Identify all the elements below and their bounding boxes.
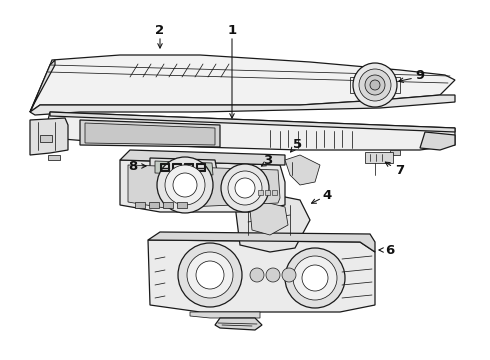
Text: 2: 2 xyxy=(155,23,165,36)
Polygon shape xyxy=(128,165,280,208)
Polygon shape xyxy=(215,318,262,330)
Polygon shape xyxy=(250,202,288,235)
Polygon shape xyxy=(30,60,55,112)
Polygon shape xyxy=(45,112,455,150)
Circle shape xyxy=(165,165,205,205)
Circle shape xyxy=(365,75,385,95)
Circle shape xyxy=(157,157,213,213)
Text: 1: 1 xyxy=(227,23,237,36)
Text: 9: 9 xyxy=(416,68,424,81)
Text: 7: 7 xyxy=(395,163,405,176)
Text: 8: 8 xyxy=(128,159,138,172)
Polygon shape xyxy=(235,192,310,252)
Bar xyxy=(265,190,270,195)
Bar xyxy=(258,190,263,195)
Text: 4: 4 xyxy=(322,189,332,202)
Polygon shape xyxy=(390,150,400,155)
Circle shape xyxy=(282,268,296,282)
Text: 6: 6 xyxy=(385,243,394,256)
Polygon shape xyxy=(30,118,68,155)
Polygon shape xyxy=(48,155,60,160)
Circle shape xyxy=(285,248,345,308)
Polygon shape xyxy=(40,135,52,142)
Circle shape xyxy=(370,80,380,90)
Circle shape xyxy=(302,265,328,291)
Bar xyxy=(163,202,173,208)
Polygon shape xyxy=(148,232,375,252)
Circle shape xyxy=(196,261,224,289)
Polygon shape xyxy=(80,120,220,147)
Polygon shape xyxy=(155,161,213,175)
Bar xyxy=(149,202,159,208)
Circle shape xyxy=(235,178,255,198)
Bar xyxy=(365,152,393,163)
Circle shape xyxy=(359,69,391,101)
Polygon shape xyxy=(420,132,455,150)
Circle shape xyxy=(293,256,337,300)
Polygon shape xyxy=(120,150,285,165)
Circle shape xyxy=(173,173,197,197)
Circle shape xyxy=(228,171,262,205)
Polygon shape xyxy=(30,95,455,115)
Circle shape xyxy=(353,63,397,107)
Circle shape xyxy=(187,252,233,298)
Polygon shape xyxy=(148,240,375,312)
Circle shape xyxy=(250,268,264,282)
Bar xyxy=(272,190,277,195)
Polygon shape xyxy=(285,155,320,185)
Polygon shape xyxy=(120,160,285,212)
Polygon shape xyxy=(50,112,455,132)
Polygon shape xyxy=(30,55,455,112)
Polygon shape xyxy=(85,123,215,145)
Polygon shape xyxy=(190,312,260,318)
Text: 5: 5 xyxy=(294,138,302,150)
Circle shape xyxy=(266,268,280,282)
Bar xyxy=(177,202,187,208)
Text: 3: 3 xyxy=(264,153,272,166)
Circle shape xyxy=(221,164,269,212)
Polygon shape xyxy=(150,158,218,177)
Bar xyxy=(135,202,145,208)
Circle shape xyxy=(178,243,242,307)
